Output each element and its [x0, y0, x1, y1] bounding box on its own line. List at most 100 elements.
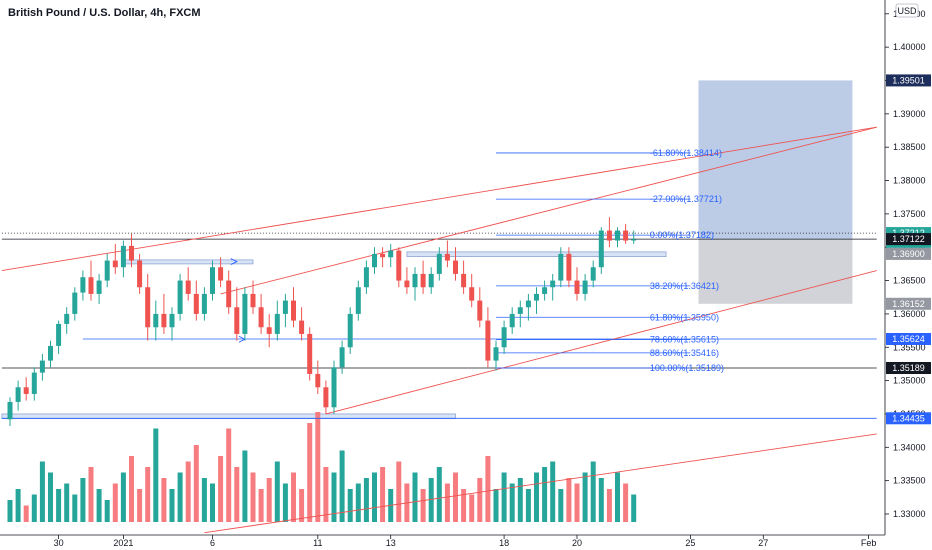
candle-body [56, 323, 62, 346]
volume-bar [177, 472, 183, 522]
volume-bar [39, 461, 45, 522]
zone-rectangle [406, 251, 667, 257]
candle-body [282, 300, 288, 314]
candle-body [380, 253, 386, 258]
candle-body [428, 273, 434, 288]
volume-bar [258, 489, 264, 522]
candle-body [550, 280, 556, 288]
trend-line [1, 126, 877, 272]
candle-body [7, 401, 13, 420]
candle-body [574, 280, 580, 294]
volume-bar [201, 478, 207, 522]
volume-bar [558, 489, 564, 522]
candle-body [566, 253, 572, 281]
volume-bar [606, 489, 612, 522]
candle-body [461, 273, 467, 288]
fib-level-label: 100.00%(1.35189) [650, 363, 724, 373]
price-tags-layer: 1.395011.3721203:14:051.371221.369001.36… [886, 74, 931, 425]
volume-bar [566, 478, 572, 522]
volume-bar [517, 478, 523, 522]
price-tick-label: 1.33000 [893, 509, 926, 519]
candle-body [226, 280, 232, 308]
candle-body [210, 267, 215, 294]
candle-body [88, 277, 94, 294]
time-tick-label: 18 [499, 538, 509, 548]
volume-bar [509, 483, 515, 522]
candle-body [250, 293, 256, 308]
candle-body [363, 267, 369, 288]
candle-body [274, 313, 280, 334]
volume-bar [112, 483, 118, 522]
price-tick-label: 1.38000 [893, 176, 926, 186]
volume-bar [282, 483, 288, 522]
trend-lines-layer [1, 126, 877, 534]
time-tick-label: 30 [54, 538, 64, 548]
fib-level-label: 0.00%(1.37182) [650, 230, 714, 240]
price-tick-label: 1.35500 [893, 342, 926, 352]
candle-body [598, 230, 604, 268]
volume-bar [15, 489, 21, 522]
volume-bar [574, 483, 580, 522]
candle-body [258, 307, 264, 328]
zones-layer [1, 80, 853, 420]
arrow-icon [230, 258, 238, 265]
volume-bar [266, 478, 272, 522]
candle-body [623, 230, 629, 241]
candle-body [355, 287, 361, 314]
candle-body [323, 387, 329, 408]
time-tick-label: 20 [572, 538, 582, 548]
price-tick-label: 1.36000 [893, 309, 926, 319]
candle-body [112, 260, 118, 268]
time-tick-label: 13 [386, 538, 396, 548]
volume-layer [7, 412, 637, 522]
candle-body [104, 260, 110, 281]
price-tick-label: 1.36500 [893, 276, 926, 286]
candle-body [185, 280, 191, 294]
volume-bar [501, 472, 507, 522]
candle-body [307, 333, 313, 374]
volume-bar [477, 478, 483, 522]
price-tick-label: 1.40000 [893, 42, 926, 52]
volume-bar [485, 456, 491, 522]
fibonacci-layer: -61.80%(1.38414) -27.00%(1.37721) 0.00%(1.… [496, 148, 724, 373]
fib-level-label: 61.80%(1.35950) [650, 312, 719, 322]
target-zone [698, 80, 853, 240]
volume-bar [104, 500, 110, 522]
candle-body [15, 387, 21, 402]
volume-bar [582, 472, 588, 522]
candle-body [347, 313, 353, 348]
price-tag-label: 1.37122 [892, 234, 925, 244]
candle-body [509, 313, 515, 328]
volume-bar [72, 494, 78, 522]
candle-body [145, 287, 151, 328]
candle-body [517, 307, 523, 314]
currency-button[interactable]: USD [895, 3, 919, 18]
price-tag [886, 362, 931, 375]
volume-bar [145, 467, 151, 522]
candle-body [582, 280, 588, 294]
time-tick-label: 25 [685, 538, 695, 548]
candle-body [436, 253, 442, 274]
volume-bar [161, 478, 167, 522]
candle-body [39, 360, 45, 373]
volume-bar [631, 494, 637, 522]
volume-bar [331, 472, 337, 522]
candle-body [485, 320, 491, 361]
candle-body [396, 250, 402, 281]
volume-bar [48, 472, 53, 522]
price-tag [886, 74, 931, 87]
volume-bar [193, 445, 199, 522]
volume-bar [355, 483, 361, 522]
candle-body [266, 327, 272, 334]
time-tick-label: 11 [313, 538, 322, 548]
candle-body [193, 293, 199, 314]
volume-bar [469, 494, 475, 522]
candle-body [631, 239, 637, 241]
candle-body [615, 230, 620, 241]
price-tag [886, 332, 931, 345]
candle-body [372, 253, 377, 268]
candle-body [412, 273, 418, 288]
volume-bar [598, 478, 604, 522]
